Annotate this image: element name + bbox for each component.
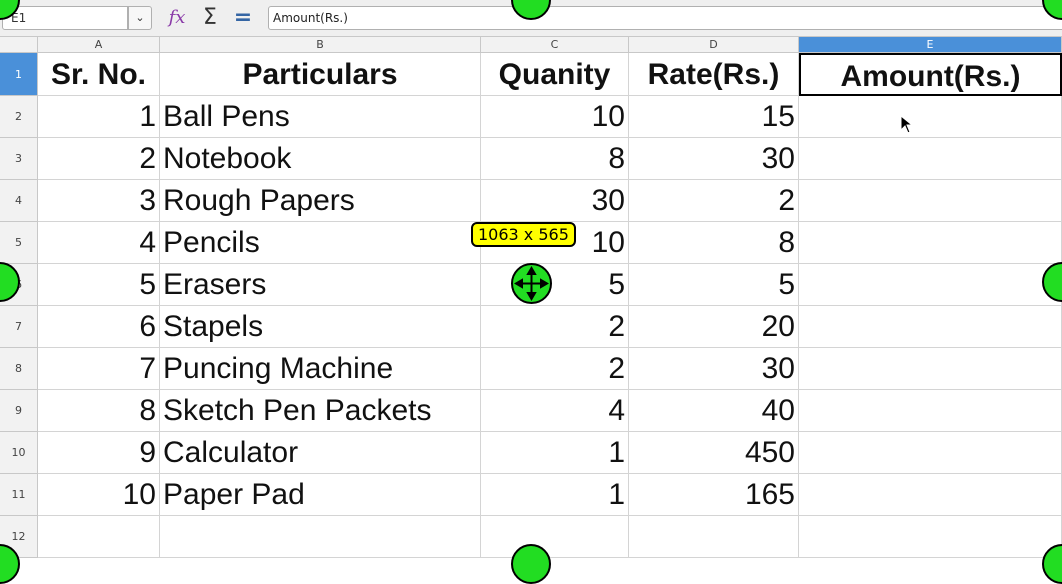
cell-E9[interactable] <box>799 390 1062 432</box>
cell-C4[interactable]: 30 <box>481 180 629 222</box>
cell-C2[interactable]: 10 <box>481 96 629 138</box>
header-cell[interactable]: Particulars <box>160 53 481 96</box>
cell-C8[interactable]: 2 <box>481 348 629 390</box>
cell-E11[interactable] <box>799 474 1062 516</box>
cell-B10[interactable]: Calculator <box>160 432 481 474</box>
column-header-D[interactable]: D <box>629 37 799 53</box>
function-wizard-icon[interactable]: fx <box>168 7 186 28</box>
cell-C9[interactable]: 4 <box>481 390 629 432</box>
cell-E5[interactable] <box>799 222 1062 264</box>
cell-B4[interactable]: Rough Papers <box>160 180 481 222</box>
cell-A2[interactable]: 1 <box>38 96 160 138</box>
cell-D2[interactable]: 15 <box>629 96 799 138</box>
cell-C5[interactable]: 10 <box>481 222 629 264</box>
cell-D8[interactable]: 30 <box>629 348 799 390</box>
row-header-10[interactable]: 10 <box>0 432 38 474</box>
cell-B11[interactable]: Paper Pad <box>160 474 481 516</box>
mouse-cursor-icon <box>900 115 914 134</box>
cell-E8[interactable] <box>799 348 1062 390</box>
cell-A4[interactable]: 3 <box>38 180 160 222</box>
row-header-3[interactable]: 3 <box>0 138 38 180</box>
cell-C3[interactable]: 8 <box>481 138 629 180</box>
row-header-4[interactable]: 4 <box>0 180 38 222</box>
cell-A8[interactable]: 7 <box>38 348 160 390</box>
cell-C10[interactable]: 1 <box>481 432 629 474</box>
cell-A7[interactable]: 6 <box>38 306 160 348</box>
cell-B12[interactable] <box>160 516 481 558</box>
cell-B9[interactable]: Sketch Pen Packets <box>160 390 481 432</box>
row-header-5[interactable]: 5 <box>0 222 38 264</box>
cell-C7[interactable]: 2 <box>481 306 629 348</box>
row-header-9[interactable]: 9 <box>0 390 38 432</box>
cell-A12[interactable] <box>38 516 160 558</box>
header-cell[interactable]: Amount(Rs.) <box>799 53 1062 96</box>
column-header-A[interactable]: A <box>38 37 160 53</box>
row-header-7[interactable]: 7 <box>0 306 38 348</box>
cell-A9[interactable]: 8 <box>38 390 160 432</box>
cell-A3[interactable]: 2 <box>38 138 160 180</box>
corner-select-all[interactable] <box>0 37 38 53</box>
cell-A10[interactable]: 9 <box>38 432 160 474</box>
header-cell[interactable]: Quanity <box>481 53 629 96</box>
sum-icon[interactable]: Σ <box>203 5 217 30</box>
chevron-down-icon[interactable]: ⌄ <box>128 6 152 30</box>
cell-B7[interactable]: Stapels <box>160 306 481 348</box>
column-header-E[interactable]: E <box>799 37 1062 53</box>
header-cell[interactable]: Sr. No. <box>38 53 160 96</box>
cell-D9[interactable]: 40 <box>629 390 799 432</box>
cell-D11[interactable]: 165 <box>629 474 799 516</box>
equals-icon[interactable]: = <box>233 5 253 30</box>
cell-E2[interactable] <box>799 96 1062 138</box>
cell-D3[interactable]: 30 <box>629 138 799 180</box>
row-header-1[interactable]: 1 <box>0 53 38 96</box>
cell-D10[interactable]: 450 <box>629 432 799 474</box>
cell-B3[interactable]: Notebook <box>160 138 481 180</box>
cell-D4[interactable]: 2 <box>629 180 799 222</box>
move-icon[interactable] <box>511 263 552 304</box>
cell-E4[interactable] <box>799 180 1062 222</box>
row-header-2[interactable]: 2 <box>0 96 38 138</box>
cell-D5[interactable]: 8 <box>629 222 799 264</box>
cell-E3[interactable] <box>799 138 1062 180</box>
cell-E6[interactable] <box>799 264 1062 306</box>
cell-C11[interactable]: 1 <box>481 474 629 516</box>
formula-input[interactable]: Amount(Rs.) <box>268 6 1062 30</box>
header-cell[interactable]: Rate(Rs.) <box>629 53 799 96</box>
cell-C6[interactable]: 5 <box>481 264 629 306</box>
cell-A5[interactable]: 4 <box>38 222 160 264</box>
cell-A6[interactable]: 5 <box>38 264 160 306</box>
cell-E12[interactable] <box>799 516 1062 558</box>
cell-D7[interactable]: 20 <box>629 306 799 348</box>
cell-B8[interactable]: Puncing Machine <box>160 348 481 390</box>
row-header-11[interactable]: 11 <box>0 474 38 516</box>
cell-D6[interactable]: 5 <box>629 264 799 306</box>
cell-E10[interactable] <box>799 432 1062 474</box>
name-box[interactable]: E1 <box>2 6 128 30</box>
cell-B6[interactable]: Erasers <box>160 264 481 306</box>
cell-B5[interactable]: Pencils <box>160 222 481 264</box>
cell-C12[interactable] <box>481 516 629 558</box>
row-header-8[interactable]: 8 <box>0 348 38 390</box>
cell-D12[interactable] <box>629 516 799 558</box>
resize-handle-bottom[interactable] <box>511 544 551 584</box>
column-header-B[interactable]: B <box>160 37 481 53</box>
column-header-C[interactable]: C <box>481 37 629 53</box>
cell-B2[interactable]: Ball Pens <box>160 96 481 138</box>
cell-A11[interactable]: 10 <box>38 474 160 516</box>
size-tooltip: 1063 x 565 <box>471 222 576 247</box>
cell-E7[interactable] <box>799 306 1062 348</box>
